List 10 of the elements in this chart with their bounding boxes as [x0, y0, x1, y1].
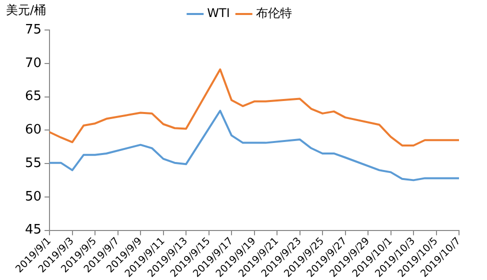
legend-label: WTI — [207, 6, 230, 20]
y-tick-label: 55 — [24, 156, 42, 171]
y-tick-label: 75 — [24, 22, 42, 38]
y-tick-label: 70 — [24, 56, 42, 71]
y-tick-label: 65 — [24, 89, 42, 104]
y-tick-label: 60 — [24, 122, 42, 138]
legend-label: 布伦特 — [256, 6, 292, 20]
y-tick-label: 50 — [24, 189, 42, 204]
y-tick-label: 45 — [24, 222, 42, 238]
y-axis-title: 美元/桶 — [6, 3, 46, 18]
